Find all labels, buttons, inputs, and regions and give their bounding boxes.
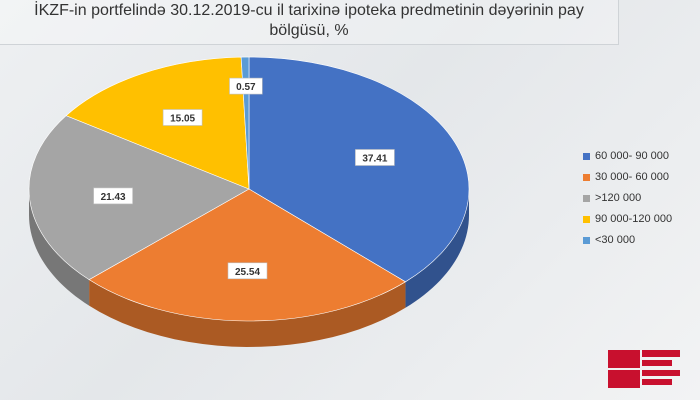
pie-slices: [28, 56, 470, 322]
pie-slice-2[interactable]: [28, 115, 250, 281]
pie-slice-0[interactable]: [248, 56, 470, 283]
data-label-1: 25.54: [227, 262, 268, 280]
data-label-2: 21.43: [93, 187, 133, 205]
data-label-3: 15.05: [162, 109, 203, 126]
legend-swatch: [583, 153, 590, 160]
data-label-text: 25.54: [235, 267, 260, 278]
pie-data-labels: 37.41 25.54 21.43 15.05 0.57: [93, 77, 395, 280]
chart-legend: 60 000- 90 000 30 000- 60 000 >120 000 90 0…: [583, 150, 698, 250]
data-label-0: 37.41: [355, 149, 395, 166]
legend-label: 90 000-120 000: [595, 213, 673, 225]
chart-title: İKZF-in portfelində 30.12.2019-cu il tar…: [0, 0, 619, 45]
legend-label: >120 000: [595, 192, 642, 204]
data-label-box: [229, 77, 263, 95]
data-label-text: 15.05: [170, 114, 195, 125]
data-label-box: [355, 149, 395, 166]
chart-title-line-1: İKZF-in portfelində 30.12.2019-cu il tar…: [34, 2, 584, 19]
chart-title-line-2: bölgüsü, %: [269, 22, 349, 39]
data-label-box: [162, 109, 203, 126]
data-label-box: [93, 187, 133, 205]
legend-swatch: [583, 237, 590, 244]
legend-swatch: [583, 195, 590, 202]
pie-slice-3[interactable]: [65, 56, 250, 190]
legend-swatch: [583, 216, 590, 223]
data-label-box: [227, 262, 268, 280]
legend-label: <30 000: [595, 234, 636, 246]
data-label-text: 21.43: [101, 192, 126, 203]
pie-slice-side: [405, 189, 469, 308]
legend-label: 30 000- 60 000: [595, 171, 670, 183]
data-label-text: 37.41: [362, 154, 387, 165]
legend-label: 60 000- 90 000: [595, 150, 670, 162]
pie-slice-side: [29, 189, 90, 306]
pie-depth: [29, 189, 469, 347]
report-logo-icon: [608, 350, 680, 388]
legend-swatch: [583, 174, 590, 181]
data-label-text: 0.57: [236, 82, 256, 93]
pie-slice-1[interactable]: [88, 188, 407, 322]
pie-slice-side: [89, 279, 406, 347]
data-label-4: 0.57: [229, 77, 263, 95]
